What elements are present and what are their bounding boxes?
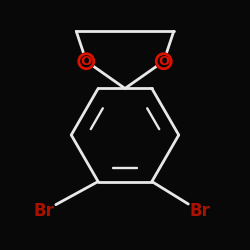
Text: O: O [80, 55, 92, 68]
Text: Br: Br [33, 202, 54, 220]
Circle shape [78, 53, 94, 70]
Text: O: O [158, 55, 170, 68]
Text: Br: Br [190, 202, 210, 220]
Circle shape [156, 53, 172, 70]
